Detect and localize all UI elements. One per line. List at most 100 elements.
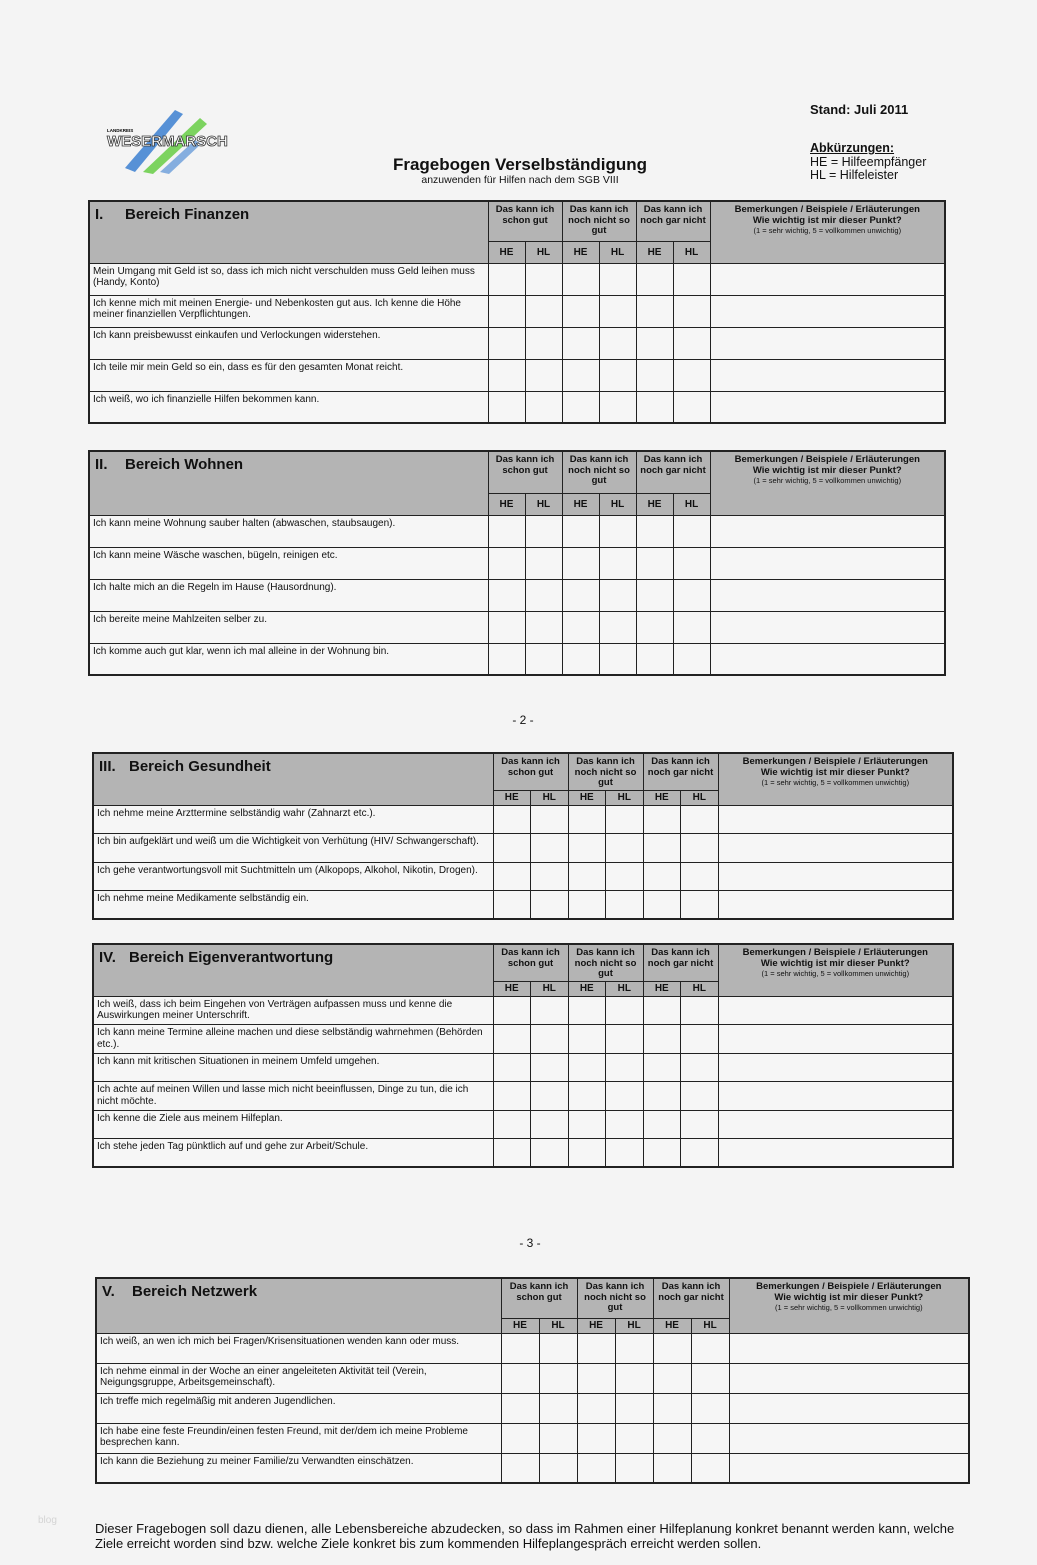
rating-checkbox-he[interactable]: [567, 861, 607, 891]
rating-checkbox-hl[interactable]: [524, 578, 563, 612]
rating-checkbox-he[interactable]: [567, 1081, 607, 1111]
rating-checkbox-he[interactable]: [492, 804, 531, 834]
rating-checkbox-he[interactable]: [487, 262, 526, 296]
remarks-field[interactable]: [728, 1452, 970, 1484]
rating-checkbox-he[interactable]: [635, 578, 674, 612]
rating-checkbox-hl[interactable]: [614, 1362, 654, 1394]
rating-checkbox-hl[interactable]: [530, 861, 569, 891]
rating-checkbox-hl[interactable]: [672, 546, 711, 580]
rating-checkbox-he[interactable]: [635, 294, 674, 328]
rating-checkbox-he[interactable]: [567, 1109, 607, 1139]
rating-checkbox-hl[interactable]: [680, 833, 719, 863]
rating-checkbox-he[interactable]: [652, 1452, 692, 1484]
rating-checkbox-he[interactable]: [561, 326, 600, 360]
rating-checkbox-hl[interactable]: [524, 390, 563, 424]
rating-checkbox-hl[interactable]: [538, 1452, 578, 1484]
rating-checkbox-he[interactable]: [492, 890, 531, 920]
rating-checkbox-he[interactable]: [492, 861, 531, 891]
rating-checkbox-hl[interactable]: [530, 833, 569, 863]
rating-checkbox-he[interactable]: [500, 1332, 540, 1364]
rating-checkbox-he[interactable]: [642, 1138, 682, 1168]
rating-checkbox-hl[interactable]: [680, 995, 719, 1025]
rating-checkbox-he[interactable]: [642, 1081, 682, 1111]
rating-checkbox-hl[interactable]: [530, 1109, 569, 1139]
rating-checkbox-hl[interactable]: [598, 390, 637, 424]
rating-checkbox-he[interactable]: [561, 358, 600, 392]
rating-checkbox-hl[interactable]: [538, 1362, 578, 1394]
rating-checkbox-hl[interactable]: [605, 995, 644, 1025]
rating-checkbox-he[interactable]: [567, 1024, 607, 1054]
rating-checkbox-he[interactable]: [561, 578, 600, 612]
rating-checkbox-hl[interactable]: [530, 804, 569, 834]
rating-checkbox-he[interactable]: [561, 390, 600, 424]
rating-checkbox-he[interactable]: [561, 546, 600, 580]
rating-checkbox-he[interactable]: [576, 1392, 616, 1424]
rating-checkbox-he[interactable]: [642, 1024, 682, 1054]
rating-checkbox-he[interactable]: [500, 1392, 540, 1424]
rating-checkbox-he[interactable]: [492, 1138, 531, 1168]
rating-checkbox-hl[interactable]: [524, 294, 563, 328]
rating-checkbox-hl[interactable]: [605, 890, 644, 920]
remarks-field[interactable]: [709, 262, 946, 296]
rating-checkbox-hl[interactable]: [598, 358, 637, 392]
rating-checkbox-he[interactable]: [567, 1052, 607, 1082]
remarks-field[interactable]: [717, 833, 954, 863]
rating-checkbox-he[interactable]: [635, 514, 674, 548]
rating-checkbox-hl[interactable]: [598, 262, 637, 296]
rating-checkbox-he[interactable]: [492, 833, 531, 863]
rating-checkbox-he[interactable]: [500, 1452, 540, 1484]
remarks-field[interactable]: [709, 578, 946, 612]
rating-checkbox-he[interactable]: [561, 294, 600, 328]
rating-checkbox-hl[interactable]: [530, 890, 569, 920]
rating-checkbox-hl[interactable]: [524, 262, 563, 296]
rating-checkbox-hl[interactable]: [680, 1052, 719, 1082]
rating-checkbox-he[interactable]: [576, 1332, 616, 1364]
remarks-field[interactable]: [709, 294, 946, 328]
remarks-field[interactable]: [717, 1109, 954, 1139]
remarks-field[interactable]: [717, 1052, 954, 1082]
rating-checkbox-hl[interactable]: [605, 861, 644, 891]
rating-checkbox-he[interactable]: [642, 804, 682, 834]
rating-checkbox-hl[interactable]: [672, 642, 711, 676]
rating-checkbox-hl[interactable]: [680, 1081, 719, 1111]
rating-checkbox-hl[interactable]: [605, 1081, 644, 1111]
remarks-field[interactable]: [728, 1362, 970, 1394]
rating-checkbox-hl[interactable]: [672, 610, 711, 644]
remarks-field[interactable]: [709, 514, 946, 548]
rating-checkbox-he[interactable]: [567, 995, 607, 1025]
rating-checkbox-hl[interactable]: [598, 514, 637, 548]
rating-checkbox-he[interactable]: [652, 1332, 692, 1364]
remarks-field[interactable]: [717, 890, 954, 920]
rating-checkbox-hl[interactable]: [605, 1138, 644, 1168]
rating-checkbox-hl[interactable]: [614, 1452, 654, 1484]
rating-checkbox-hl[interactable]: [614, 1332, 654, 1364]
rating-checkbox-hl[interactable]: [680, 861, 719, 891]
rating-checkbox-hl[interactable]: [605, 1024, 644, 1054]
rating-checkbox-he[interactable]: [642, 890, 682, 920]
rating-checkbox-hl[interactable]: [598, 610, 637, 644]
remarks-field[interactable]: [709, 642, 946, 676]
rating-checkbox-he[interactable]: [652, 1392, 692, 1424]
rating-checkbox-hl[interactable]: [680, 804, 719, 834]
rating-checkbox-hl[interactable]: [690, 1362, 730, 1394]
remarks-field[interactable]: [709, 390, 946, 424]
rating-checkbox-he[interactable]: [487, 294, 526, 328]
rating-checkbox-he[interactable]: [652, 1422, 692, 1454]
rating-checkbox-hl[interactable]: [690, 1452, 730, 1484]
rating-checkbox-hl[interactable]: [680, 1109, 719, 1139]
remarks-field[interactable]: [709, 358, 946, 392]
rating-checkbox-he[interactable]: [635, 642, 674, 676]
rating-checkbox-hl[interactable]: [680, 1024, 719, 1054]
rating-checkbox-hl[interactable]: [598, 578, 637, 612]
rating-checkbox-hl[interactable]: [524, 610, 563, 644]
remarks-field[interactable]: [728, 1392, 970, 1424]
rating-checkbox-he[interactable]: [561, 610, 600, 644]
remarks-field[interactable]: [717, 804, 954, 834]
rating-checkbox-hl[interactable]: [524, 358, 563, 392]
rating-checkbox-he[interactable]: [635, 358, 674, 392]
rating-checkbox-he[interactable]: [567, 1138, 607, 1168]
rating-checkbox-he[interactable]: [635, 262, 674, 296]
rating-checkbox-he[interactable]: [576, 1422, 616, 1454]
rating-checkbox-he[interactable]: [487, 642, 526, 676]
rating-checkbox-hl[interactable]: [538, 1332, 578, 1364]
